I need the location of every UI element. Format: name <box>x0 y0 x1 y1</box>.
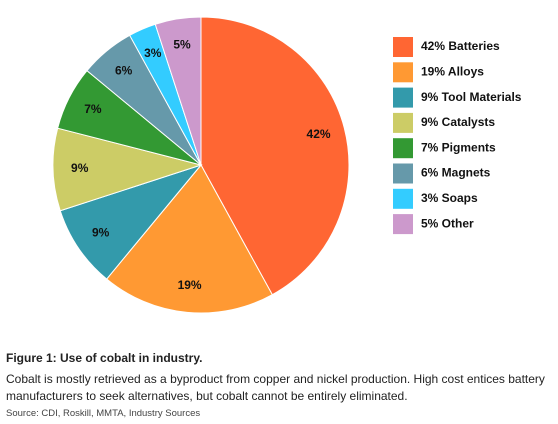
legend-swatch <box>393 214 413 235</box>
legend-swatch <box>393 62 413 83</box>
slice-label: 9% <box>71 161 89 175</box>
slice-label: 3% <box>144 46 162 60</box>
slice-label: 6% <box>115 64 133 78</box>
pie-slice <box>52 127 203 212</box>
legend-label: 9% Catalysts <box>421 115 495 129</box>
legend-swatch <box>393 188 413 209</box>
slice-label: 7% <box>84 102 102 116</box>
legend-label: 6% Magnets <box>421 166 491 180</box>
legend-swatch <box>393 112 413 133</box>
pie-slice <box>154 16 202 166</box>
legend-label: 42% Batteries <box>421 39 500 53</box>
pie-slice <box>59 163 203 280</box>
caption-title: Figure 1: Use of cobalt in industry. <box>6 351 203 365</box>
legend-label: 19% Alloys <box>421 64 484 78</box>
pie-slice <box>105 164 273 314</box>
slice-label: 19% <box>178 278 202 292</box>
legend-swatch <box>393 37 413 57</box>
legend-label: 3% Soaps <box>421 191 478 205</box>
pie-slice <box>200 16 350 296</box>
slice-label: 9% <box>92 225 110 239</box>
chart: 42% 19% 9% 9% 7% 6% 3% 5% 42% Batteries 19% Alloy… <box>52 16 522 314</box>
caption-body: Cobalt is mostly retrieved as a byproduc… <box>6 372 545 386</box>
caption-body: manufacturers to seek alternatives, but … <box>6 389 408 403</box>
legend-swatch <box>393 138 413 159</box>
caption-source: Source: CDI, Roskill, MMTA, Industry Sou… <box>6 408 201 419</box>
legend-swatch <box>393 87 413 108</box>
legend-swatch <box>393 163 413 184</box>
legend-label: 9% Tool Materials <box>421 90 522 104</box>
slice-label: 5% <box>173 37 191 51</box>
slice-label: 42% <box>307 127 331 141</box>
legend-label: 5% Other <box>421 216 474 230</box>
legend-label: 7% Pigments <box>421 140 496 154</box>
